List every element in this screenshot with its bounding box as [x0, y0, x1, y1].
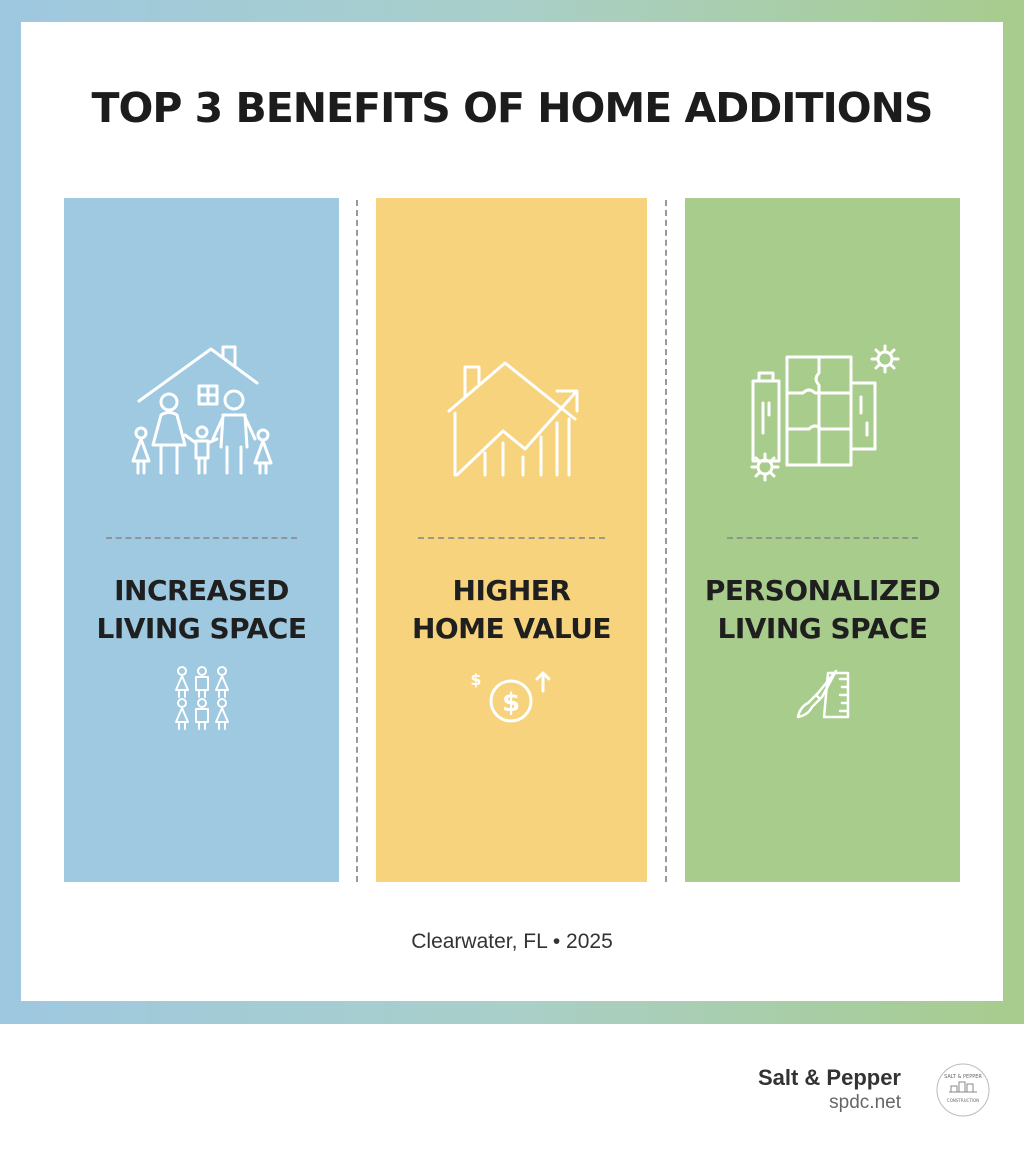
divider-line: [106, 537, 297, 539]
people-group-icon: [64, 663, 339, 743]
brand-logo-icon: SALT & PEPPER CONSTRUCTION: [935, 1062, 991, 1118]
svg-text:$: $: [470, 670, 481, 689]
location-year-note: Clearwater, FL • 2025: [411, 930, 613, 953]
benefit-label-line1: PERSONALIZED: [704, 574, 941, 607]
divider-line: [418, 537, 605, 539]
benefit-label: HIGHER HOME VALUE: [376, 572, 647, 648]
column-separator: [665, 200, 667, 882]
house-growth-chart-icon: [376, 343, 647, 493]
benefit-label-line2: LIVING SPACE: [96, 612, 307, 645]
brand-url[interactable]: spdc.net: [829, 1092, 901, 1113]
benefit-column-living-space: INCREASED LIVING SPACE: [64, 198, 339, 882]
brush-ruler-icon: [685, 663, 960, 743]
benefit-label-line1: HIGHER: [452, 574, 571, 607]
dollar-up-icon: $ $: [376, 663, 647, 743]
benefit-label-line2: HOME VALUE: [411, 612, 612, 645]
page-title: TOP 3 BENEFITS OF HOME ADDITIONS: [91, 84, 934, 132]
logo-subtext: CONSTRUCTION: [947, 1098, 979, 1103]
benefit-label: INCREASED LIVING SPACE: [64, 572, 339, 648]
benefit-column-home-value: HIGHER HOME VALUE $ $: [376, 198, 647, 882]
brand-name: Salt & Pepper: [757, 1065, 901, 1090]
divider-line: [727, 537, 918, 539]
logo-text: SALT & PEPPER: [944, 1074, 982, 1080]
benefit-label-line1: INCREASED: [114, 574, 289, 607]
brand-block: Salt & Pepper spdc.net: [758, 1064, 901, 1114]
puzzle-gears-icon: [685, 343, 960, 493]
benefit-label-line2: LIVING SPACE: [717, 612, 928, 645]
benefit-label: PERSONALIZED LIVING SPACE: [685, 572, 960, 648]
svg-text:$: $: [501, 688, 519, 718]
family-house-icon: [64, 343, 339, 493]
benefit-column-personalized: PERSONALIZED LIVING SPACE: [685, 198, 960, 882]
column-separator: [356, 200, 358, 882]
